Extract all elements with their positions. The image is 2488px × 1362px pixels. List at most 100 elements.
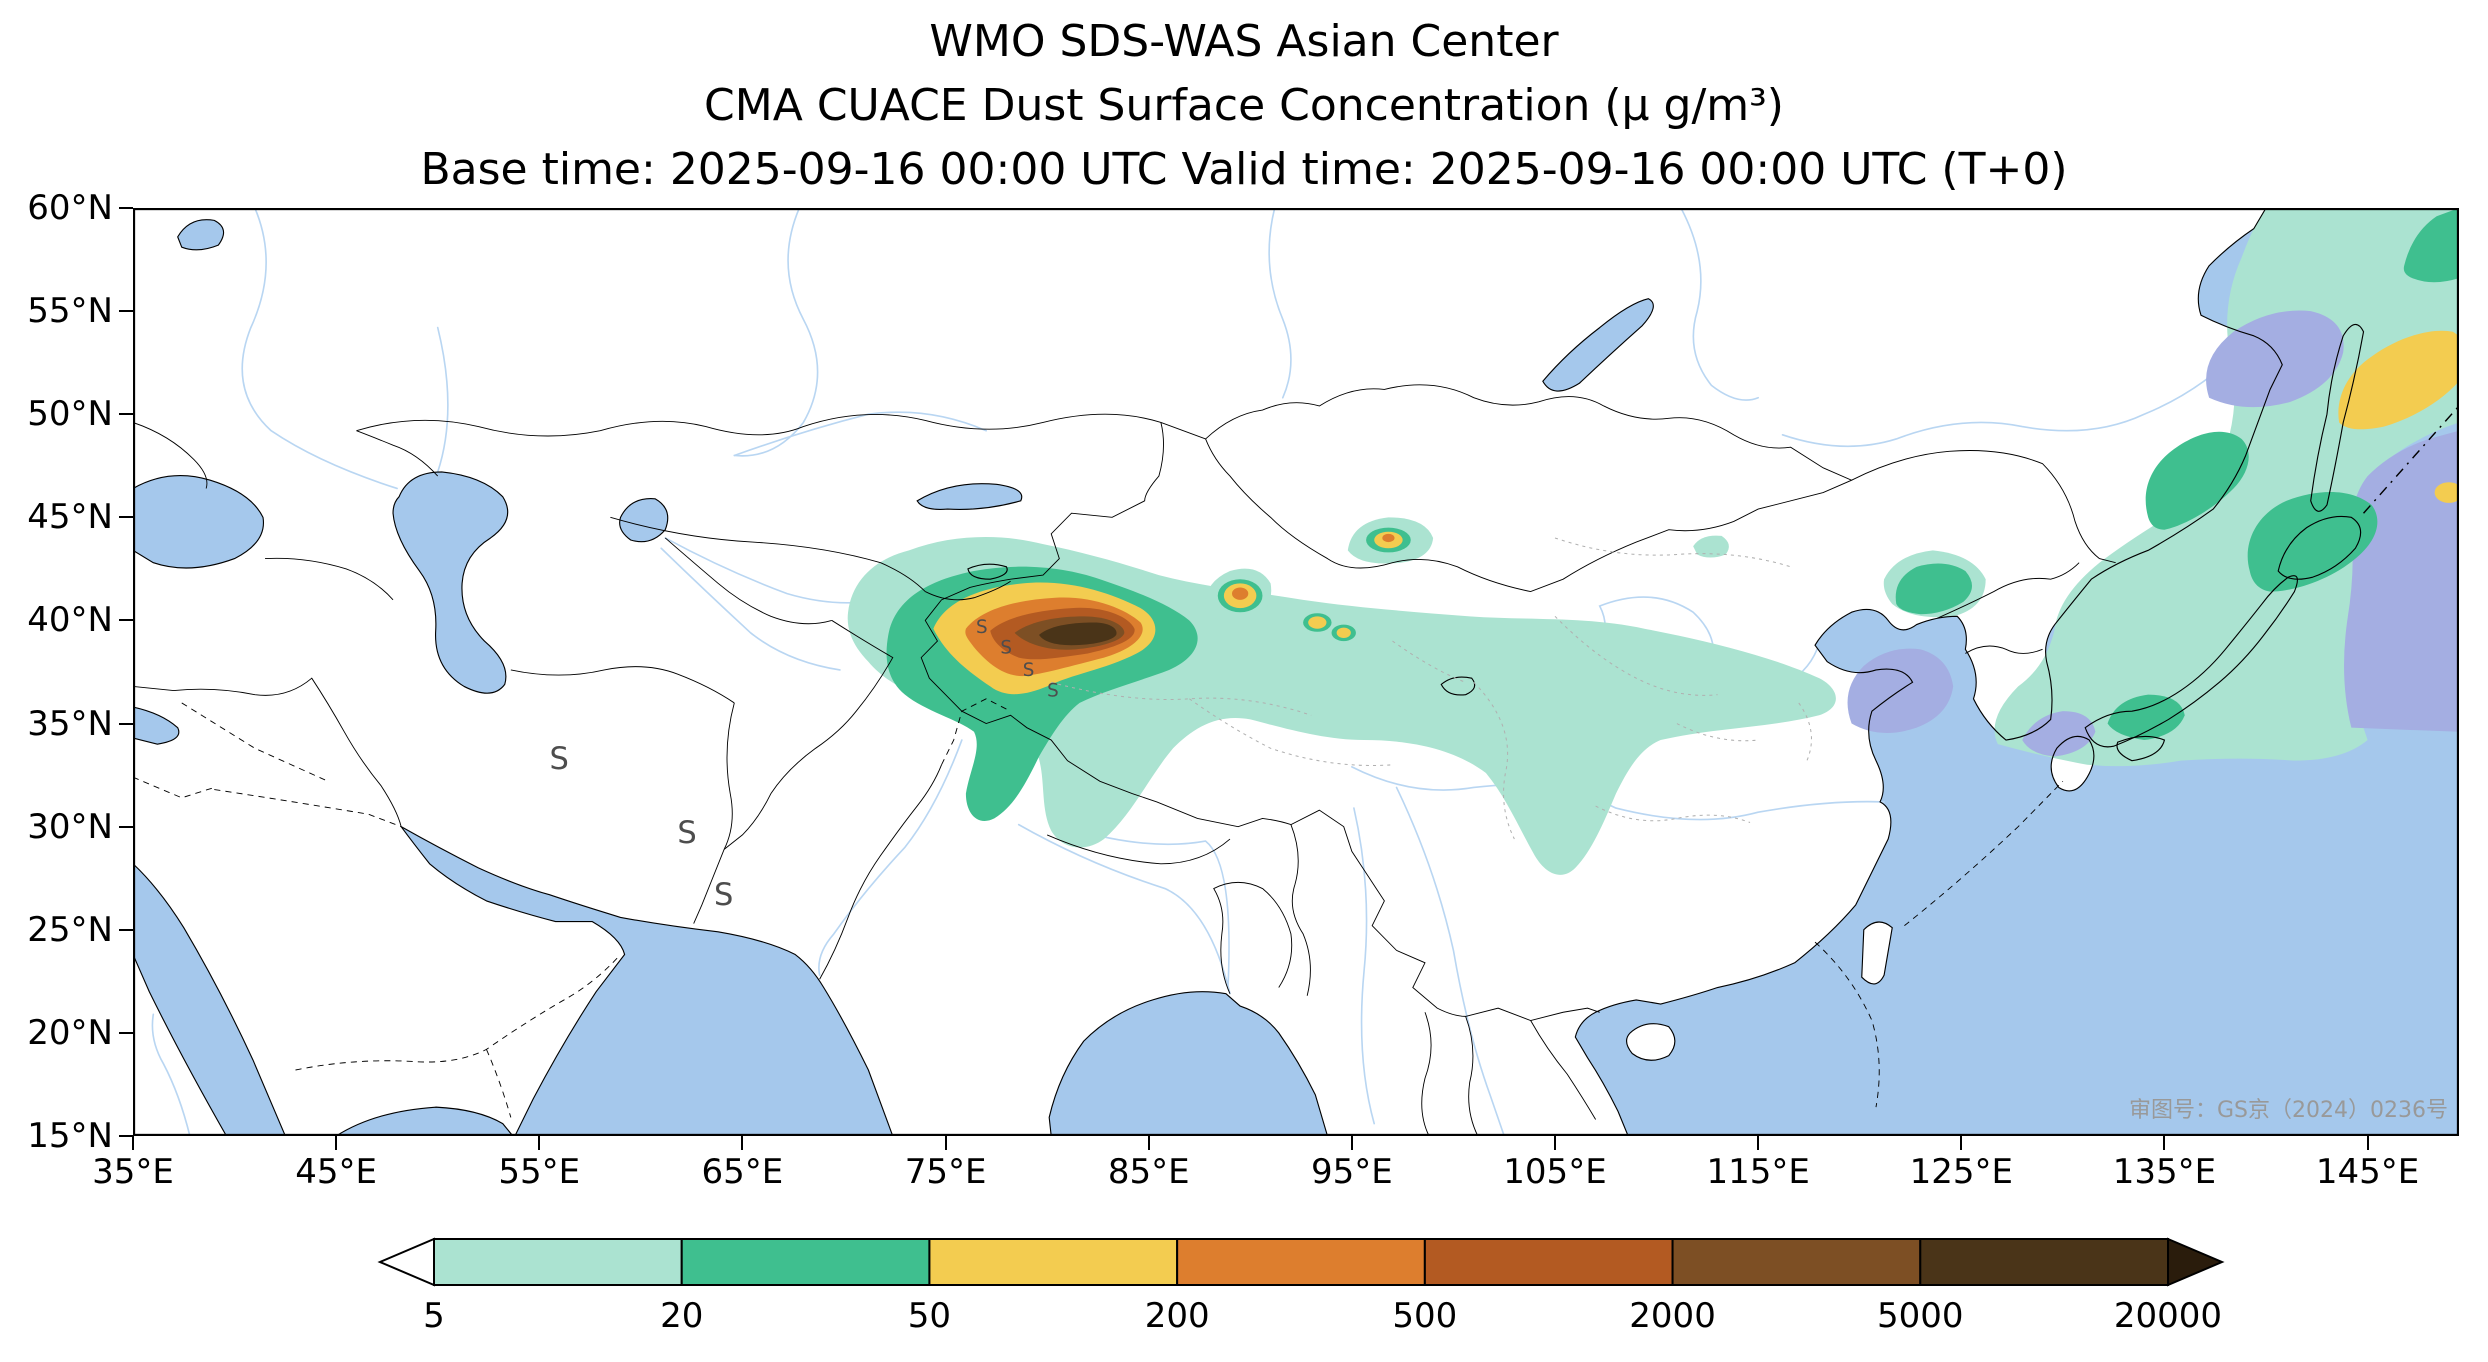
lat-tick-mark (119, 1135, 133, 1137)
country-border (510, 666, 735, 704)
figure-title-line1: WMO SDS-WAS Asian Center (929, 16, 1559, 67)
lon-tick-label: 45°E (295, 1152, 378, 1192)
lon-tick-label: 55°E (498, 1152, 581, 1192)
province-border (1595, 805, 1751, 824)
lon-tick-mark (335, 1136, 338, 1150)
colorbar-over-arrow (2167, 1237, 2225, 1287)
figure-title-line3: Base time: 2025-09-16 00:00 UTC Valid ti… (420, 144, 2068, 195)
lon-tick-mark (2163, 1136, 2166, 1150)
lon-tick-mark (1554, 1136, 1556, 1150)
lon-tick-label: 75°E (904, 1152, 987, 1192)
river-line (660, 547, 841, 671)
river-line (1395, 786, 1506, 1136)
lon-tick-mark (2366, 1136, 2369, 1150)
river-line (1680, 208, 1759, 401)
colorbar-level-label: 5000 (1877, 1296, 1964, 1336)
country-border (1465, 1016, 1479, 1136)
lat-tick-label: 50°N (27, 394, 113, 435)
dust-yellow-okhotsk-band (2338, 330, 2459, 430)
colorbar-segment (680, 1238, 931, 1286)
country-border (133, 422, 208, 489)
province-border (1392, 640, 1466, 683)
province-border (1189, 698, 1393, 767)
country-border (1936, 562, 2080, 619)
dust-storm-symbol: S (1047, 681, 1059, 702)
lat-tick-mark (119, 722, 133, 725)
lon-tick-mark (1757, 1136, 1760, 1150)
lat-tick-mark (119, 413, 133, 416)
lat-tick-mark (119, 207, 133, 209)
colorbar-segment (1176, 1238, 1426, 1286)
river-line (664, 537, 882, 604)
colorbar-level-label: 200 (1144, 1296, 1210, 1336)
lake-baikal (1542, 298, 1654, 392)
river-line (1353, 807, 1376, 1125)
map-frame (133, 208, 2459, 1136)
colorbar-level-label: 50 (907, 1296, 952, 1336)
lat-tick-label: 30°N (27, 806, 113, 847)
lat-tick-label: 15°N (27, 1116, 113, 1156)
river-line (818, 739, 963, 976)
colorbar-level-label: 2000 (1629, 1296, 1716, 1336)
black-sea (133, 475, 264, 569)
lat-tick-mark (119, 310, 133, 313)
river-line (241, 208, 398, 490)
country-border (693, 702, 735, 924)
lat-tick-mark (119, 1031, 133, 1034)
lon-tick-mark (1350, 1136, 1353, 1150)
lon-tick-mark (538, 1136, 541, 1150)
dust-storm-symbol: S (1000, 637, 1012, 658)
lon-tick-label: 95°E (1310, 1152, 1393, 1192)
river-line (151, 1013, 191, 1136)
country-border-mongolia (1205, 384, 1853, 593)
disputed-border-kashmir (941, 698, 1011, 766)
border-layer (133, 384, 2459, 1136)
aral-sea (619, 498, 668, 542)
colorbar-level-label: 20 (660, 1296, 704, 1336)
colorbar-segment (1671, 1238, 1922, 1286)
country-border (1851, 450, 2116, 564)
colorbar-segment (928, 1238, 1179, 1286)
persian-gulf-arabian-sea (401, 826, 893, 1136)
country-border (664, 537, 832, 625)
dust-yellow-spot-east (2434, 482, 2459, 503)
country-border (1213, 881, 1293, 994)
lon-tick-label: 125°E (1909, 1152, 2013, 1192)
country-border (610, 516, 926, 592)
dust-green-primorye (2145, 431, 2249, 530)
colorbar-segment (433, 1238, 683, 1286)
dust-concentration-map: S S S S S S S (133, 208, 2459, 1136)
lat-tick-label: 35°N (27, 703, 113, 744)
province-border (1676, 723, 1759, 742)
river-line (1268, 208, 1292, 399)
river-line (733, 208, 819, 457)
dust-green-honshu (2107, 694, 2185, 741)
country-border (1421, 1012, 1432, 1136)
red-sea (133, 863, 286, 1136)
bay-of-bengal (1049, 991, 1328, 1136)
dust-storm-symbol: S (549, 742, 568, 777)
lat-tick-label: 40°N (27, 600, 113, 641)
colorbar-level-label: 5 (423, 1296, 445, 1336)
sea-tint-pacific (2344, 430, 2459, 732)
country-border (819, 764, 942, 980)
lon-tick-label: 65°E (701, 1152, 784, 1192)
country-border (356, 413, 1206, 440)
lon-tick-mark (741, 1136, 744, 1150)
sea-tint-okhotsk (2206, 310, 2344, 408)
lon-tick-mark (1147, 1136, 1150, 1150)
lon-tick-label: 85°E (1107, 1152, 1190, 1192)
dust-spot-93e (1308, 616, 1327, 629)
sea-tint-yellow-sea (1847, 648, 1954, 733)
lon-tick-label: 135°E (2112, 1152, 2217, 1192)
country-border (925, 580, 1011, 601)
country-border (214, 789, 402, 828)
lat-tick-label: 25°N (27, 909, 113, 950)
country-border (295, 954, 621, 1118)
lon-tick-label: 35°E (92, 1152, 174, 1192)
lat-tick-label: 20°N (27, 1012, 113, 1053)
lat-tick-mark (119, 619, 133, 622)
gulf-of-aden (336, 1107, 513, 1136)
lat-tick-label: 60°N (27, 188, 113, 228)
sea-tint-korea-strait (2022, 711, 2096, 757)
